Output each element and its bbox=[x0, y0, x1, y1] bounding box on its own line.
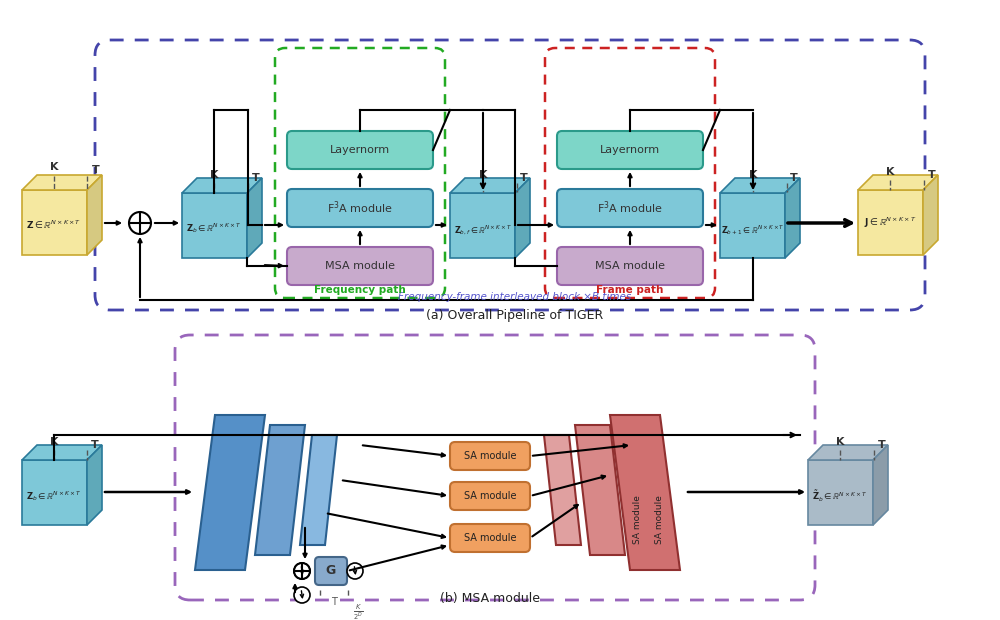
Text: SA module: SA module bbox=[464, 451, 516, 461]
Polygon shape bbox=[255, 425, 305, 555]
FancyBboxPatch shape bbox=[557, 189, 703, 227]
Text: MSA module: MSA module bbox=[325, 261, 395, 271]
Polygon shape bbox=[22, 460, 87, 525]
Polygon shape bbox=[610, 415, 680, 570]
Polygon shape bbox=[300, 435, 337, 545]
Text: K: K bbox=[210, 170, 218, 180]
Polygon shape bbox=[247, 178, 262, 258]
Text: T: T bbox=[928, 170, 936, 180]
Text: SA module: SA module bbox=[634, 495, 642, 544]
Polygon shape bbox=[785, 178, 800, 258]
Polygon shape bbox=[182, 178, 262, 193]
Polygon shape bbox=[450, 178, 530, 193]
Text: $\mathbf{Z}_b\in\mathbb{R}^{N\times K\times T}$: $\mathbf{Z}_b\in\mathbb{R}^{N\times K\ti… bbox=[26, 489, 82, 503]
Text: Frequency-frame interleaved block ×B times: Frequency-frame interleaved block ×B tim… bbox=[398, 292, 632, 302]
Text: K: K bbox=[749, 170, 757, 180]
FancyBboxPatch shape bbox=[315, 557, 347, 585]
Polygon shape bbox=[808, 445, 888, 460]
FancyBboxPatch shape bbox=[450, 482, 530, 510]
FancyBboxPatch shape bbox=[287, 189, 433, 227]
Text: MSA module: MSA module bbox=[595, 261, 665, 271]
Text: $\mathbf{J}\in\mathbb{R}^{N\times K\times T}$: $\mathbf{J}\in\mathbb{R}^{N\times K\time… bbox=[864, 216, 916, 230]
Text: T: T bbox=[790, 173, 798, 183]
Polygon shape bbox=[87, 445, 102, 525]
Text: (a) Overall Pipeline of TIGER: (a) Overall Pipeline of TIGER bbox=[426, 309, 604, 322]
Text: G: G bbox=[326, 564, 336, 577]
Circle shape bbox=[294, 563, 310, 579]
Text: Frequency path: Frequency path bbox=[314, 285, 406, 295]
Text: SA module: SA module bbox=[464, 533, 516, 543]
Text: $\mathbf{Z}\in\mathbb{R}^{N\times K\times T}$: $\mathbf{Z}\in\mathbb{R}^{N\times K\time… bbox=[26, 219, 82, 231]
Text: F$^3$A module: F$^3$A module bbox=[327, 200, 393, 216]
Text: Frame path: Frame path bbox=[596, 285, 664, 295]
Text: F$^3$A module: F$^3$A module bbox=[597, 200, 663, 216]
Polygon shape bbox=[720, 178, 800, 193]
Polygon shape bbox=[195, 415, 265, 570]
Circle shape bbox=[347, 563, 363, 579]
Text: $\tilde{\mathbf{Z}}_b\in\mathbb{R}^{N\times K\times T}$: $\tilde{\mathbf{Z}}_b\in\mathbb{R}^{N\ti… bbox=[812, 489, 868, 503]
Polygon shape bbox=[22, 190, 87, 255]
Polygon shape bbox=[515, 178, 530, 258]
Text: T: T bbox=[878, 440, 886, 450]
Polygon shape bbox=[720, 193, 785, 258]
Polygon shape bbox=[575, 425, 625, 555]
Circle shape bbox=[294, 563, 310, 579]
Polygon shape bbox=[182, 193, 247, 258]
Circle shape bbox=[294, 587, 310, 603]
Text: T: T bbox=[92, 165, 100, 175]
Polygon shape bbox=[87, 175, 102, 255]
Polygon shape bbox=[873, 445, 888, 525]
Polygon shape bbox=[22, 445, 102, 460]
Polygon shape bbox=[22, 175, 102, 190]
Text: $\frac{K}{2^D}$: $\frac{K}{2^D}$ bbox=[353, 603, 363, 620]
Polygon shape bbox=[858, 175, 938, 190]
Text: T: T bbox=[91, 440, 99, 450]
Text: K: K bbox=[50, 162, 58, 172]
Text: SA module: SA module bbox=[464, 491, 516, 501]
Text: (b) MSA module: (b) MSA module bbox=[440, 592, 540, 605]
Text: T: T bbox=[520, 173, 528, 183]
Circle shape bbox=[129, 212, 151, 234]
Text: $\mathbf{Z}_{b,f}\in\mathbb{R}^{N\times K\times T}$: $\mathbf{Z}_{b,f}\in\mathbb{R}^{N\times … bbox=[454, 223, 512, 237]
Text: $\mathbf{Z}_{b+1}\in\mathbb{R}^{N\times K\times T}$: $\mathbf{Z}_{b+1}\in\mathbb{R}^{N\times … bbox=[721, 223, 785, 237]
Text: $\mathbf{Z}_b\in\mathbb{R}^{N\times K\times T}$: $\mathbf{Z}_b\in\mathbb{R}^{N\times K\ti… bbox=[186, 221, 242, 235]
Text: K: K bbox=[836, 437, 844, 447]
Text: Layernorm: Layernorm bbox=[330, 145, 390, 155]
FancyBboxPatch shape bbox=[287, 131, 433, 169]
FancyBboxPatch shape bbox=[287, 247, 433, 285]
Text: SA module: SA module bbox=[656, 495, 664, 544]
Polygon shape bbox=[858, 190, 923, 255]
Text: K: K bbox=[50, 437, 58, 447]
Polygon shape bbox=[808, 460, 873, 525]
Text: Layernorm: Layernorm bbox=[600, 145, 660, 155]
FancyBboxPatch shape bbox=[450, 442, 530, 470]
Text: T: T bbox=[331, 597, 337, 607]
Polygon shape bbox=[450, 193, 515, 258]
Polygon shape bbox=[923, 175, 938, 255]
Text: K: K bbox=[479, 170, 487, 180]
Text: T: T bbox=[252, 173, 260, 183]
Polygon shape bbox=[544, 435, 581, 545]
FancyBboxPatch shape bbox=[557, 131, 703, 169]
Text: K: K bbox=[886, 167, 894, 177]
FancyBboxPatch shape bbox=[557, 247, 703, 285]
FancyBboxPatch shape bbox=[450, 524, 530, 552]
